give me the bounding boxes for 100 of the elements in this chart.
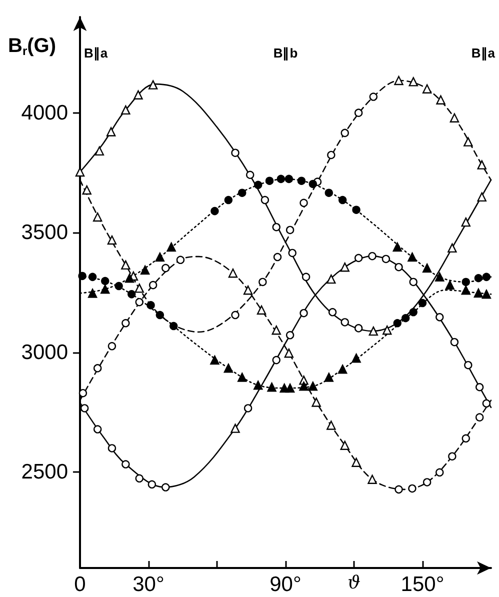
point bbox=[352, 206, 360, 214]
point bbox=[328, 308, 337, 316]
point bbox=[299, 382, 308, 391]
point bbox=[324, 372, 334, 382]
point bbox=[134, 90, 143, 100]
point bbox=[128, 290, 136, 298]
point bbox=[78, 389, 88, 398]
point bbox=[354, 108, 363, 117]
point bbox=[100, 284, 110, 294]
point bbox=[482, 399, 491, 408]
point bbox=[464, 360, 472, 370]
point bbox=[482, 290, 492, 299]
point bbox=[285, 383, 295, 393]
point bbox=[308, 382, 318, 391]
point bbox=[408, 252, 417, 262]
y-tick-label: 3500 bbox=[21, 221, 68, 244]
point bbox=[284, 174, 294, 184]
point bbox=[284, 348, 294, 358]
point bbox=[162, 483, 170, 492]
point bbox=[382, 254, 390, 264]
point bbox=[224, 196, 233, 204]
point bbox=[340, 128, 349, 138]
point bbox=[258, 278, 267, 286]
point bbox=[394, 485, 403, 494]
point bbox=[474, 274, 483, 282]
point bbox=[82, 185, 92, 195]
point bbox=[475, 413, 484, 422]
point bbox=[135, 474, 144, 482]
point bbox=[107, 235, 117, 245]
point bbox=[393, 319, 402, 328]
point bbox=[260, 196, 270, 204]
point bbox=[300, 198, 308, 207]
point bbox=[286, 226, 294, 234]
point bbox=[231, 310, 240, 320]
point bbox=[273, 252, 282, 262]
annotation: B∥a bbox=[84, 46, 108, 62]
point bbox=[121, 105, 130, 115]
point bbox=[148, 280, 158, 290]
point bbox=[340, 440, 350, 450]
point bbox=[462, 434, 470, 442]
point bbox=[101, 276, 110, 286]
point bbox=[254, 180, 262, 190]
point bbox=[338, 196, 347, 204]
point bbox=[93, 425, 102, 434]
point bbox=[80, 404, 89, 412]
point bbox=[93, 364, 102, 372]
point bbox=[148, 80, 158, 90]
point bbox=[228, 268, 238, 278]
point bbox=[354, 324, 363, 332]
point bbox=[302, 272, 310, 282]
point bbox=[238, 188, 246, 197]
point bbox=[445, 280, 454, 290]
point bbox=[422, 478, 432, 486]
point bbox=[108, 342, 116, 350]
point bbox=[272, 326, 281, 335]
point bbox=[461, 286, 470, 295]
point bbox=[256, 305, 266, 315]
point bbox=[272, 223, 280, 232]
point bbox=[135, 298, 144, 306]
point bbox=[244, 404, 252, 412]
point bbox=[408, 484, 416, 493]
point bbox=[156, 310, 164, 320]
point bbox=[418, 298, 427, 308]
point bbox=[326, 420, 336, 430]
y-tick-label: 2500 bbox=[21, 460, 68, 484]
point bbox=[108, 444, 116, 452]
point bbox=[394, 76, 404, 86]
point bbox=[134, 284, 144, 293]
point bbox=[352, 458, 361, 467]
point bbox=[464, 137, 473, 146]
point bbox=[392, 242, 402, 252]
point bbox=[148, 480, 156, 488]
y-tick-label: 4000 bbox=[21, 101, 68, 124]
point bbox=[122, 460, 130, 468]
x-tick-label: 30° bbox=[132, 573, 164, 596]
point bbox=[369, 92, 378, 101]
point bbox=[368, 252, 376, 260]
point bbox=[461, 217, 470, 227]
x-tick-label: 90° bbox=[270, 573, 302, 596]
point bbox=[210, 355, 220, 365]
point bbox=[243, 286, 253, 295]
point bbox=[448, 243, 457, 253]
point bbox=[146, 301, 155, 310]
point bbox=[409, 278, 418, 286]
point bbox=[324, 188, 333, 197]
point bbox=[475, 383, 484, 392]
point bbox=[477, 192, 486, 202]
point bbox=[352, 354, 361, 363]
point bbox=[94, 146, 104, 156]
point bbox=[394, 263, 403, 272]
point bbox=[368, 326, 378, 336]
point bbox=[326, 274, 336, 284]
point bbox=[88, 272, 97, 282]
point bbox=[265, 176, 274, 185]
point bbox=[267, 382, 276, 392]
point bbox=[474, 288, 484, 298]
point bbox=[462, 278, 470, 286]
annotation: B∥a bbox=[471, 46, 496, 62]
point bbox=[238, 372, 247, 382]
point bbox=[308, 180, 317, 188]
